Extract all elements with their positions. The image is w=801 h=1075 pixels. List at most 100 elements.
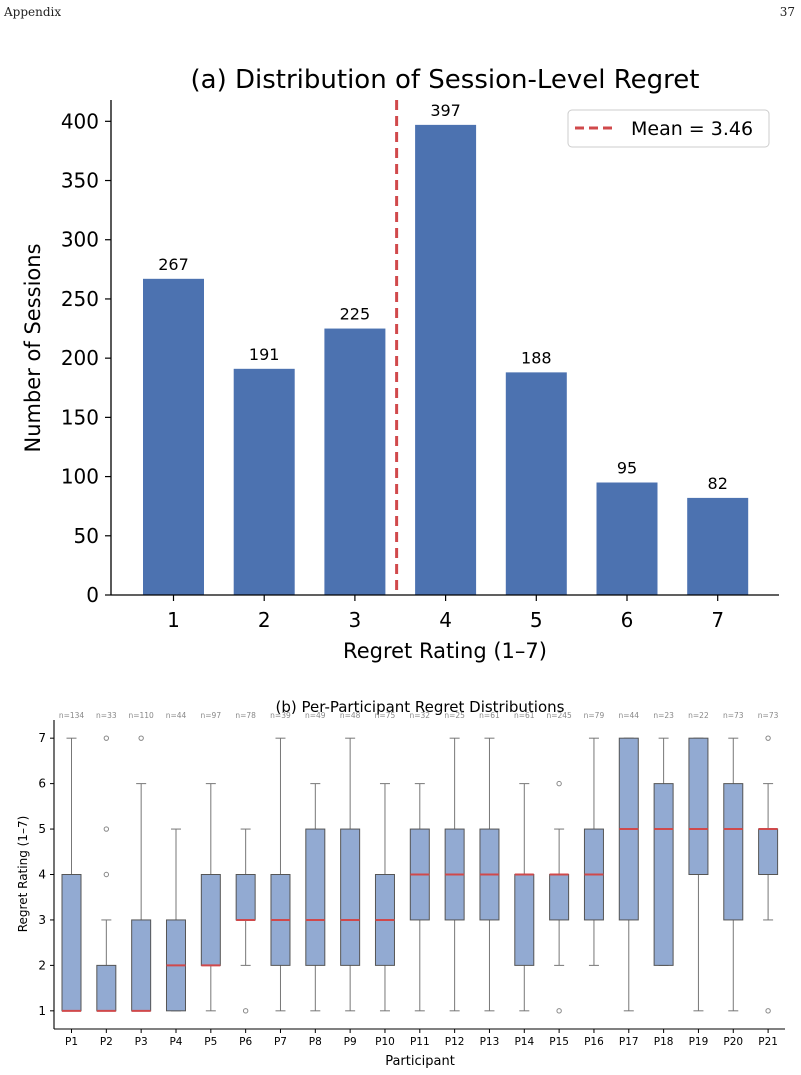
y-tick-label: 200 (61, 346, 99, 370)
box-P20 (723, 737, 744, 1012)
y-tick-label: 50 (74, 524, 99, 548)
x-tick-label: P3 (135, 1036, 148, 1048)
x-tick-label: 1 (167, 608, 180, 632)
sample-size-label: n=73 (723, 711, 744, 720)
box-iqr (514, 874, 535, 966)
box-P4 (165, 828, 186, 1012)
bar-value-label: 82 (708, 474, 728, 493)
box-iqr (61, 874, 82, 1012)
outlier-point (556, 1008, 562, 1014)
outlier-point (103, 735, 110, 741)
bar-value-label: 191 (249, 345, 280, 364)
box-P11 (409, 783, 430, 1012)
bar-value-label: 225 (340, 305, 371, 324)
bar-value-label: 188 (521, 348, 552, 367)
sample-size-label: n=25 (444, 711, 465, 720)
bar-rating-5 (505, 372, 567, 595)
box-P8 (305, 783, 326, 1012)
y-tick-label: 350 (61, 169, 99, 193)
chart-a-ylabel: Number of Sessions (21, 243, 45, 452)
x-tick-label: P12 (445, 1036, 465, 1048)
outlier-point (103, 871, 110, 878)
bar-rating-2 (233, 368, 295, 595)
outlier-point (765, 735, 771, 741)
y-tick-label: 2 (38, 958, 46, 972)
bar-value-label: 95 (617, 459, 637, 478)
sample-size-label: n=78 (235, 711, 256, 720)
box-iqr (653, 783, 674, 966)
y-tick-label: 100 (61, 465, 99, 489)
box-iqr (549, 874, 570, 921)
bar-rating-7 (687, 497, 749, 595)
x-tick-label: P20 (723, 1036, 743, 1048)
x-tick-label: P5 (204, 1036, 217, 1048)
box-P5 (200, 783, 221, 1012)
x-tick-label: 3 (349, 608, 362, 632)
bar-value-label: 267 (158, 255, 189, 274)
x-tick-label: P16 (584, 1036, 604, 1048)
x-tick-label: P7 (274, 1036, 287, 1048)
sample-size-label: n=48 (340, 711, 361, 720)
y-tick-label: 300 (61, 228, 99, 252)
x-tick-label: 6 (621, 608, 634, 632)
sample-size-label: n=110 (128, 711, 154, 720)
y-tick-label: 7 (38, 731, 46, 745)
bar-rating-3 (324, 328, 386, 595)
chart-b-xlabel: Participant (385, 1054, 455, 1069)
box-P9 (340, 737, 361, 1012)
x-tick-label: P15 (549, 1036, 569, 1048)
page-number: 37 (779, 5, 795, 19)
sample-size-label: n=49 (305, 711, 326, 720)
x-tick-label: 5 (530, 608, 543, 632)
box-iqr (305, 828, 326, 966)
y-tick-label: 6 (38, 777, 46, 791)
y-tick-label: 0 (86, 583, 99, 607)
chart-a-legend: Mean = 3.46 (567, 109, 770, 148)
x-tick-label: 4 (439, 608, 452, 632)
box-P21 (758, 735, 779, 1014)
x-tick-label: P6 (239, 1036, 252, 1048)
y-tick-label: 150 (61, 405, 99, 429)
x-tick-label: P4 (169, 1036, 182, 1048)
x-tick-label: P8 (309, 1036, 322, 1048)
x-tick-label: P14 (514, 1036, 534, 1048)
box-iqr (758, 828, 779, 876)
x-tick-label: P1 (65, 1036, 78, 1048)
sample-size-label: n=39 (270, 711, 291, 720)
chart-b-title: (b) Per-Participant Regret Distributions (276, 698, 565, 716)
outlier-point (138, 735, 144, 741)
box-P19 (688, 737, 709, 1012)
sample-size-label: n=23 (653, 711, 674, 720)
box-P1 (61, 737, 82, 1012)
x-tick-label: P17 (619, 1036, 639, 1048)
x-tick-label: 2 (258, 608, 271, 632)
box-iqr (688, 737, 709, 875)
x-tick-label: P19 (689, 1036, 709, 1048)
box-P16 (583, 737, 604, 966)
sample-size-label: n=61 (514, 711, 535, 720)
x-tick-label: 7 (711, 608, 724, 632)
sample-size-label: n=134 (59, 711, 85, 720)
bar-rating-1 (143, 278, 204, 595)
y-tick-label: 5 (38, 822, 46, 836)
x-tick-label: P21 (758, 1036, 778, 1048)
box-P12 (444, 737, 465, 1012)
chart-a-xlabel: Regret Rating (1–7) (343, 639, 547, 663)
sample-size-label: n=33 (96, 711, 117, 720)
outlier-point (765, 1008, 771, 1014)
sample-size-label: n=61 (479, 711, 500, 720)
sample-size-label: n=73 (758, 711, 779, 720)
box-P14 (514, 783, 535, 1012)
y-tick-label: 1 (38, 1004, 46, 1018)
box-P15 (549, 780, 570, 1014)
sample-size-label: n=79 (584, 711, 605, 720)
x-tick-label: P9 (344, 1036, 357, 1048)
legend-box (567, 109, 770, 148)
x-tick-label: P10 (375, 1036, 395, 1048)
sample-size-label: n=97 (201, 711, 222, 720)
box-iqr (723, 783, 744, 921)
chart-a-title: (a) Distribution of Session-Level Regret (191, 65, 700, 95)
y-tick-label: 4 (38, 868, 46, 882)
legend-mean-label: Mean = 3.46 (631, 118, 753, 140)
